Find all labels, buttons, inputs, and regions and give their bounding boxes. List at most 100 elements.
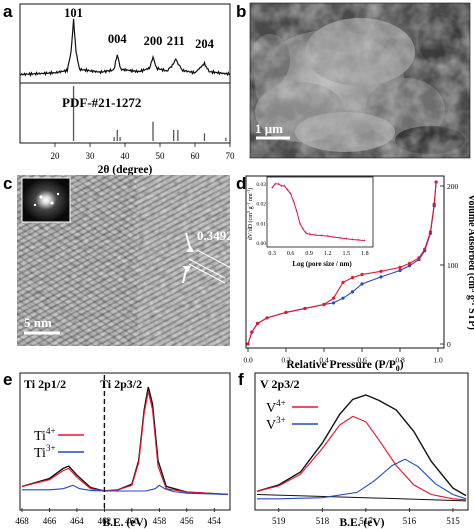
xrd-peak-labels: 101 004 200 211 204 (64, 6, 214, 51)
ti-legend-label: Ti4+ (34, 426, 56, 444)
pore-size-point: + (363, 239, 367, 245)
panel-label-d: d (236, 174, 246, 193)
isotherm-point (434, 180, 438, 184)
isotherm-point (331, 301, 336, 305)
xrd-x-tick-label: 20 (51, 151, 61, 161)
isotherm-point (428, 230, 432, 234)
xrd-x-axis-label: 2θ (degree) (98, 164, 153, 176)
isotherm-x-tick-label: 0.8 (395, 356, 405, 365)
xrd-x-tick-label: 40 (121, 151, 131, 161)
v2p-series (256, 394, 467, 502)
isotherm-point (255, 321, 260, 326)
isotherm-point (322, 302, 326, 307)
pore-size-point: + (280, 184, 284, 190)
v4-fit-line (256, 415, 467, 501)
inset-x-tick-label: 0.3 (268, 251, 276, 257)
pore-size-point: + (307, 232, 311, 238)
v-x-axis-label: B.E. (eV) (339, 517, 384, 529)
v-x-tick-label: 515 (446, 516, 460, 526)
isotherm-y-tick-label: 0 (447, 340, 451, 349)
v-x-ticks: 519 518 517 516 515 (272, 508, 460, 526)
tem-scale-label: 5 nm (24, 315, 52, 330)
isotherm-point (303, 306, 307, 311)
isotherm-y-tick-label: 200 (447, 182, 459, 191)
peak-label: 200 (144, 34, 163, 48)
sem-scale-label: 1 μm (255, 121, 283, 136)
pore-size-point: + (289, 192, 293, 198)
pore-size-point: + (292, 200, 296, 206)
isotherm-point (432, 202, 436, 206)
inset-y-tick-label: 0.01 (256, 221, 266, 227)
panel-label-c: c (3, 174, 12, 193)
isotherm-point (350, 290, 355, 294)
ti-x-tick-label: 462 (98, 516, 112, 526)
pore-size-point: + (273, 182, 277, 188)
inset-x-tick-label: 1.2 (324, 251, 332, 257)
inset-x-tick-label: 0.6 (287, 251, 295, 257)
ti-x-tick-label: 454 (208, 516, 222, 526)
hrtem-panel: c 0.3492 nm 5 nm (3, 174, 254, 346)
v-2p32-label: V 2p3/2 (260, 377, 299, 391)
inset-y-tick-label: 0.02 (256, 202, 266, 208)
pore-size-point: + (338, 236, 342, 242)
inset-x-tick-label: 1.8 (361, 251, 369, 257)
isotherm-point (423, 247, 427, 251)
pore-size-point: + (277, 182, 281, 188)
ti2p-xps-panel: e Ti 2p1/2 Ti 2p3/2 Ti4+Ti3+ 468 466 464 46… (3, 370, 231, 529)
v3-fit-line (257, 458, 467, 500)
ti-2p32-label: Ti 2p3/2 (100, 377, 142, 391)
isotherm-x-tick-label: 0.2 (281, 356, 291, 365)
isotherm-point (284, 310, 288, 314)
xrd-x-tick-label: 70 (226, 151, 236, 161)
pdf-reference-lines (72, 86, 227, 141)
inset-y-ticks: 0.00 0.01 0.02 0.03 (256, 182, 266, 247)
ti-legend-label: Ti3+ (34, 443, 56, 461)
panel-label-b: b (236, 2, 246, 21)
isotherm-x-tick-label: 0.0 (243, 356, 253, 365)
ti-2p12-label: Ti 2p1/2 (24, 377, 66, 391)
isotherm-point (360, 282, 364, 286)
v-x-tick-label: 517 (359, 516, 373, 526)
isotherm-point (379, 269, 383, 273)
pore-size-point: + (283, 184, 287, 190)
pore-size-point: + (295, 210, 299, 216)
ti-x-tick-label: 460 (125, 516, 139, 526)
pore-size-point: + (314, 233, 318, 239)
isotherm-point (350, 276, 355, 280)
v-legend-label: V4+ (266, 398, 286, 416)
pore-size-point: + (351, 237, 355, 243)
ti4-fit-line (21, 391, 229, 495)
ti3-fit-line (22, 484, 229, 495)
isotherm-point (341, 296, 345, 300)
isotherm-point (398, 265, 402, 269)
isotherm-point (250, 330, 254, 334)
isotherm-point (265, 316, 269, 320)
isotherm-y-axis-label: Volume Adsorbed (cm3 g-1 STP) (466, 194, 474, 330)
xrd-x-tick-label: 50 (156, 151, 166, 161)
pore-size-point: + (270, 186, 274, 192)
inset-y-tick-label: 0.03 (256, 182, 266, 188)
ti-x-tick-label: 468 (15, 516, 29, 526)
ti-x-ticks: 468 466 464 462 460 458 456 454 (15, 508, 222, 526)
isotherm-point (417, 256, 421, 260)
isotherm-point (246, 342, 250, 346)
v-legend-label: V3+ (266, 415, 286, 433)
v-background-line (256, 494, 467, 502)
inset-x-tick-label: 1.5 (343, 251, 351, 257)
peak-label: 211 (167, 34, 185, 48)
isotherm-point (398, 268, 402, 273)
v-x-tick-label: 519 (272, 516, 286, 526)
isotherm-panel: d 0.0 0.2 0.4 0.6 0.8 1.0 0 100 200 Relative Pr… (236, 174, 474, 373)
panel-label-f: f (238, 370, 244, 389)
isotherm-point (360, 272, 364, 277)
lattice-spacing-label: 0.3492 nm (197, 228, 254, 243)
pore-size-point: + (345, 237, 349, 243)
pore-size-point: + (326, 234, 330, 240)
ti-x-tick-label: 458 (153, 516, 167, 526)
panel-label-e: e (3, 370, 12, 389)
isotherm-x-ticks: 0.0 0.2 0.4 0.6 0.8 1.0 (243, 348, 443, 365)
isotherm-series (246, 180, 438, 346)
pore-size-point: + (320, 234, 324, 240)
isotherm-y-tick-label: 100 (447, 261, 459, 270)
peak-label: 204 (195, 37, 215, 51)
